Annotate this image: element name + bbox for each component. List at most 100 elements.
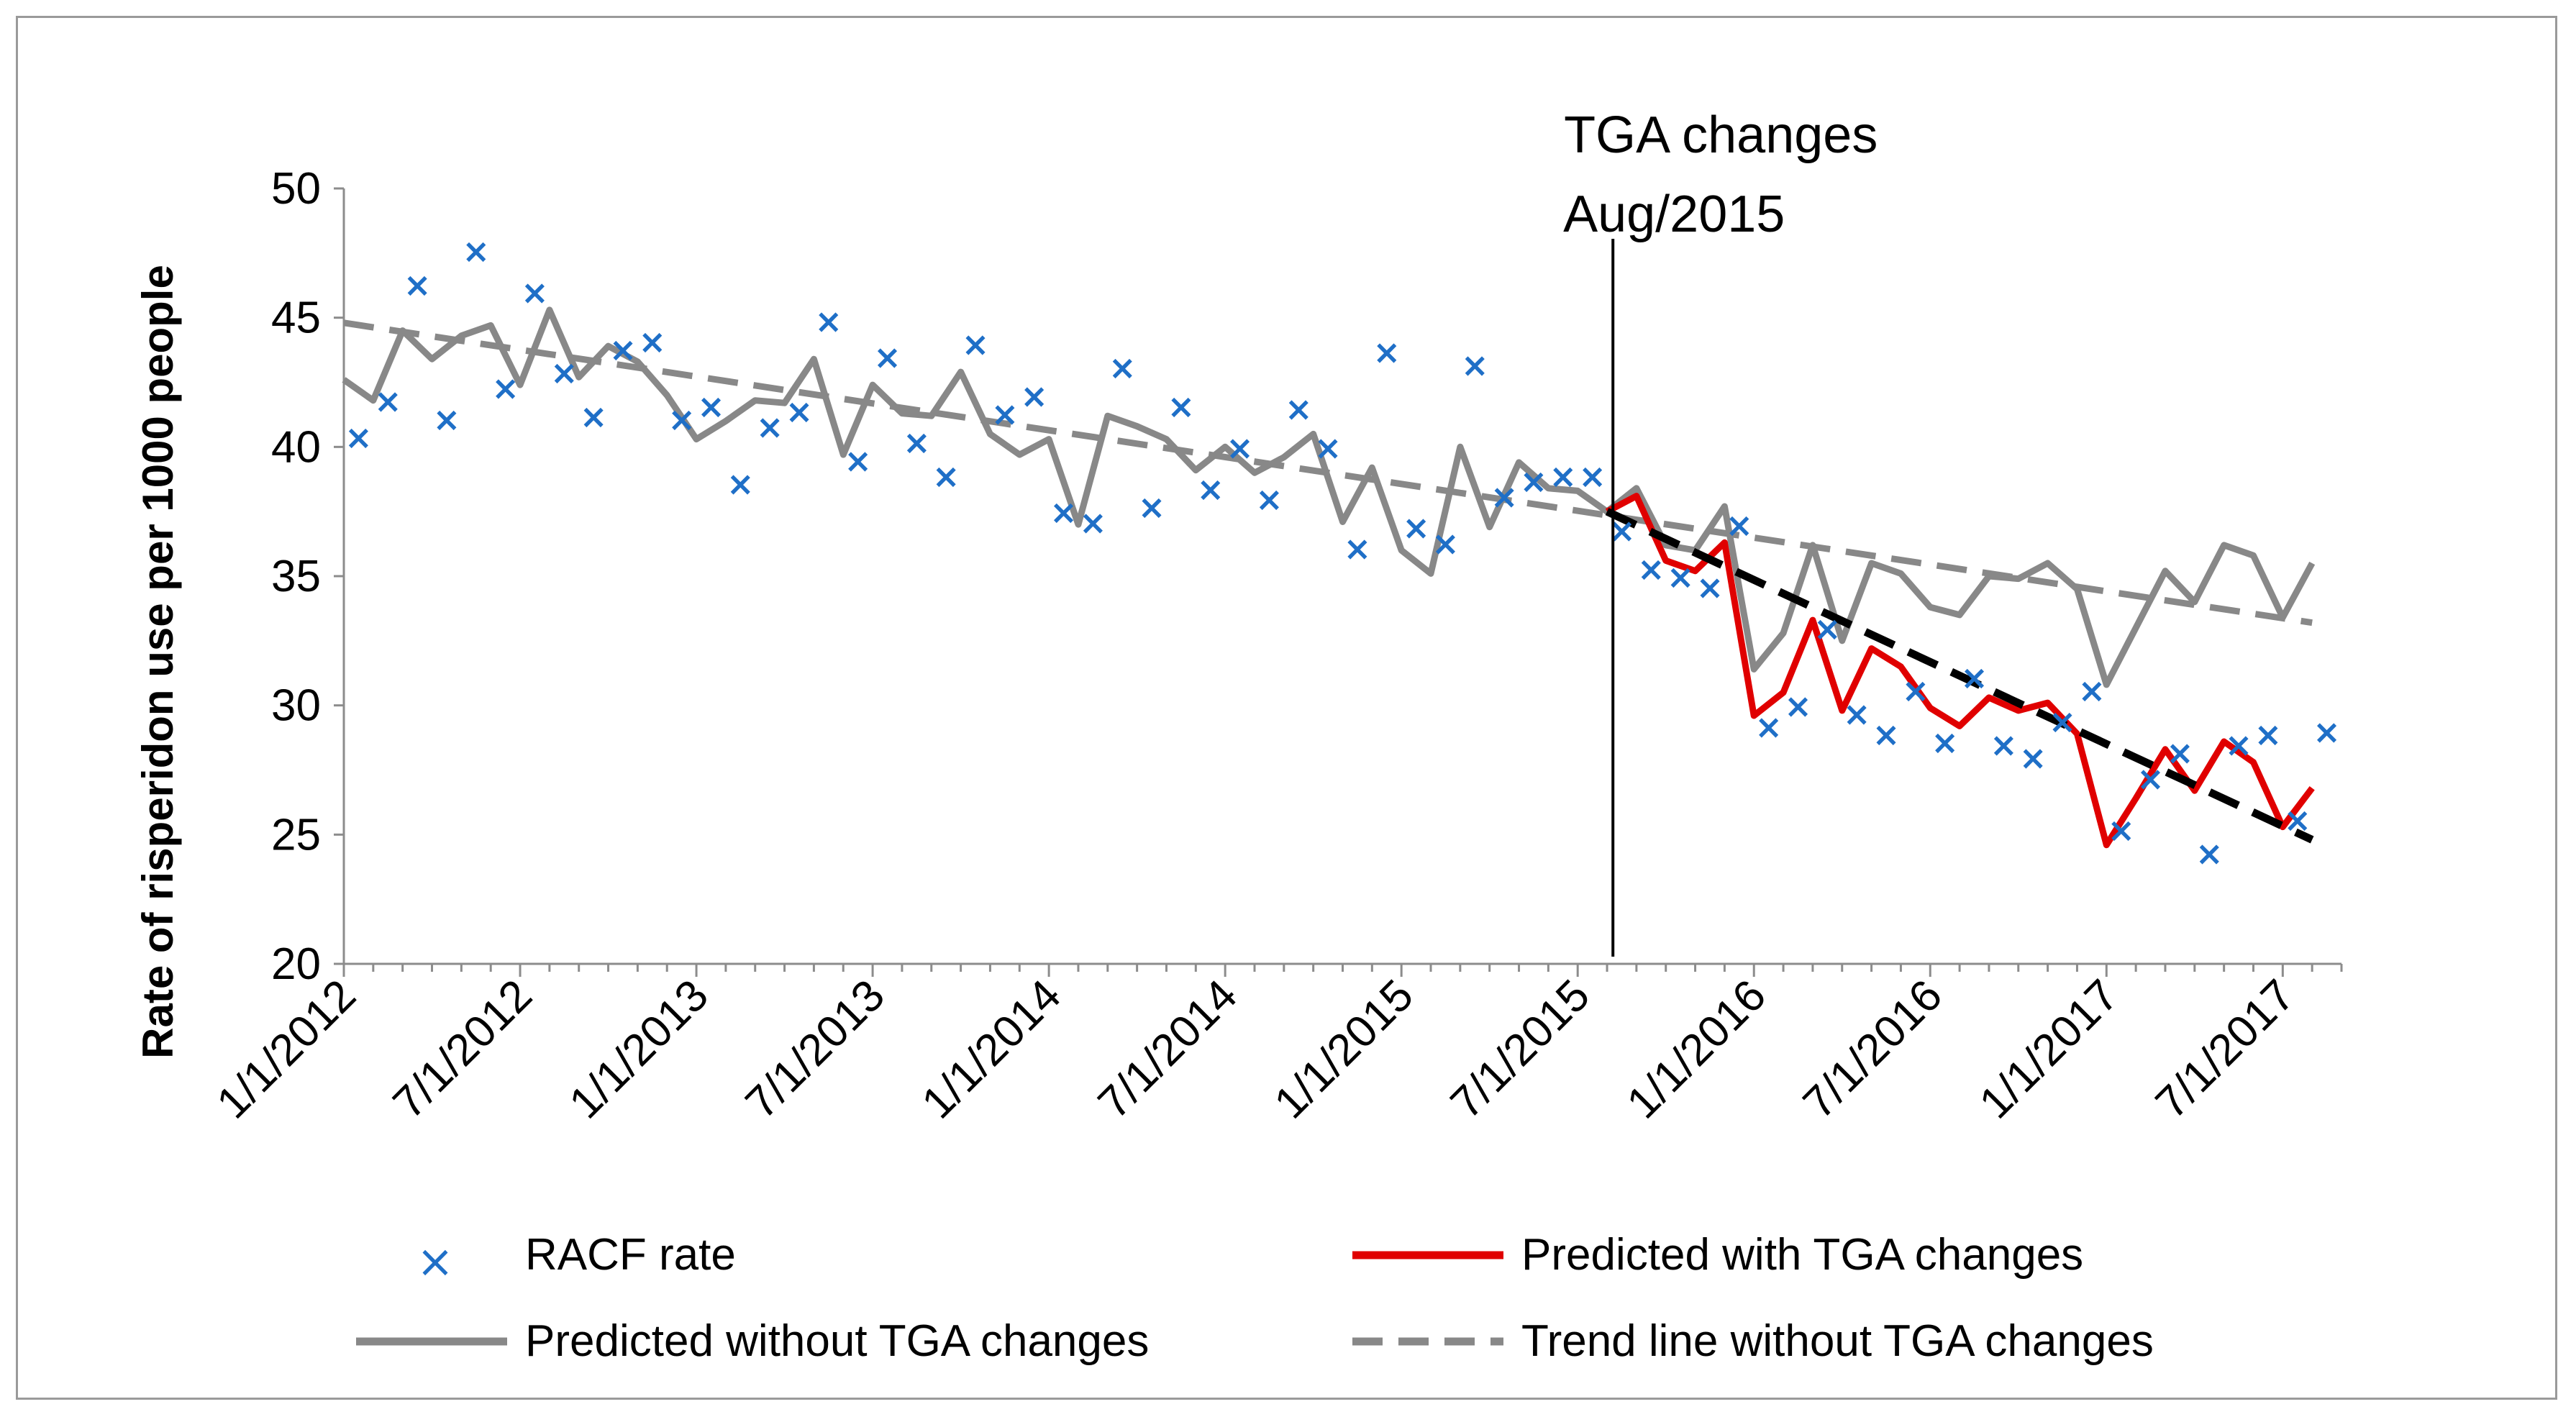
racf-rate-point: × <box>1902 671 1930 710</box>
y-tick-label: 30 <box>271 681 321 731</box>
racf-rate-point: × <box>1373 332 1401 371</box>
racf-rate-point: × <box>844 441 872 480</box>
x-tick-label: 7/1/2015 <box>1442 970 1599 1128</box>
legend-item-predicted-without: Predicted without TGA changes <box>356 1316 1149 1366</box>
legend-label-predicted-without: Predicted without TGA changes <box>525 1316 1149 1366</box>
racf-rate-point: × <box>639 322 667 361</box>
legend-item-trend-without: Trend line without TGA changes <box>1352 1316 2154 1366</box>
racf-rate-point: × <box>1520 462 1548 501</box>
racf-rate-point: × <box>1109 348 1137 387</box>
x-tick-label: 7/1/2012 <box>383 970 541 1128</box>
racf-rate-point: × <box>2019 739 2047 778</box>
racf-rate-point: × <box>1813 609 1842 648</box>
annotation-line2: Aug/2015 <box>1563 186 1785 243</box>
racf-rate-point: × <box>404 265 432 304</box>
x-tick-label: 7/1/2016 <box>1794 970 1952 1128</box>
y-tick-label: 50 <box>271 164 321 214</box>
annotation-line1: TGA changes <box>1564 106 1878 164</box>
chart-frame <box>16 16 2557 1400</box>
racf-rate-point: × <box>1754 707 1783 746</box>
racf-rate-point: × <box>1196 470 1224 509</box>
x-tick-label: 1/1/2013 <box>560 970 718 1128</box>
y-tick-label: 25 <box>271 810 321 860</box>
y-tick-label: 20 <box>271 939 321 989</box>
racf-rate-point: × <box>815 301 843 340</box>
y-tick-label: 40 <box>271 422 321 472</box>
racf-rate-point: × <box>2254 715 2283 754</box>
racf-rate-point: × <box>433 400 461 439</box>
y-ticks: 20 25 30 35 40 45 50 <box>271 164 344 989</box>
racf-rate-point: × <box>1931 723 1959 762</box>
racf-rate-point: × <box>1314 428 1342 467</box>
legend-label-predicted-with: Predicted with TGA changes <box>1521 1230 2083 1280</box>
racf-rate-point: × <box>1344 529 1372 568</box>
y-tick-label: 35 <box>271 552 321 601</box>
series-trend-with-line <box>1605 508 2314 844</box>
legend-item-predicted-with: Predicted with TGA changes <box>1352 1230 2083 1280</box>
series-layer: ×××××××××× ×× ××× ×××××××× ×× ×××××××××××× ×××… <box>342 232 2341 872</box>
racf-rate-point: × <box>1255 480 1283 519</box>
x-tick-label: 1/1/2016 <box>1618 970 1775 1128</box>
racf-rate-point: × <box>1990 726 2018 765</box>
x-tick-label: 7/1/2014 <box>1089 970 1247 1128</box>
racf-rate-point: × <box>2166 733 2194 772</box>
racf-rate-point: × <box>1138 488 1166 527</box>
racf-rate-point: × <box>521 273 549 312</box>
racf-rate-point: × <box>491 369 519 408</box>
racf-rate-point: × <box>345 418 373 457</box>
annotation: TGA changes Aug/2015 <box>1563 106 1878 957</box>
racf-rate-point: × <box>1667 557 1695 596</box>
series-predicted-without-line <box>342 306 2316 688</box>
racf-rate-point: × <box>991 395 1019 434</box>
axes <box>342 188 2341 965</box>
legend: × RACF rate Predicted with TGA changes P… <box>356 1230 2154 1366</box>
racf-rate-point: × <box>1637 550 1665 588</box>
racf-rate-point: × <box>1285 389 1313 428</box>
racf-rate-point: × <box>580 397 608 436</box>
racf-rate-point: × <box>2313 713 2341 752</box>
legend-label-racf-rate: RACF rate <box>525 1230 736 1280</box>
racf-rate-point: × <box>1872 715 1901 754</box>
racf-rate-point: × <box>962 325 990 364</box>
racf-rate-point: × <box>1843 694 1871 733</box>
x-ticks: 1/1/2012 7/1/2012 1/1/2013 7/1/2013 1/1/2014… <box>207 964 2343 1129</box>
racf-rate-point: × <box>1226 428 1254 467</box>
racf-rate-point: × <box>1784 687 1812 726</box>
racf-rate-point: × <box>1020 376 1048 415</box>
racf-rate-point: × <box>1050 493 1078 532</box>
racf-rate-point: × <box>932 457 960 496</box>
racf-rate-point: × <box>1726 506 1754 545</box>
racf-rate-point: × <box>873 338 901 377</box>
y-axis-label: Rate of risperidon use per 1000 people <box>134 265 182 1059</box>
racf-rate-point: × <box>2049 702 2077 741</box>
racf-rate-point: × <box>727 465 755 504</box>
racf-rate-point: × <box>1402 509 1430 547</box>
x-tick-label: 1/1/2015 <box>1265 970 1423 1128</box>
y-axis-label-group: Rate of risperidon use per 1000 people <box>134 265 182 1059</box>
y-tick-label: 45 <box>271 293 321 343</box>
series-predicted-with-line <box>1605 493 2315 849</box>
racf-rate-point: × <box>1168 387 1196 426</box>
racf-rate-point: × <box>786 392 814 431</box>
legend-marker-racf: × <box>417 1235 454 1288</box>
series-trend-without-line <box>343 319 2313 627</box>
racf-rate-point: × <box>1549 457 1578 496</box>
racf-rate-point: × <box>550 353 578 392</box>
racf-rate-point: × <box>2136 759 2165 798</box>
legend-label-trend-without: Trend line without TGA changes <box>1521 1316 2154 1366</box>
racf-rate-point: × <box>2225 726 2253 765</box>
x-tick-label: 1/1/2014 <box>913 970 1070 1128</box>
racf-rate-point: × <box>668 400 696 439</box>
racf-rate-point: × <box>1960 658 1988 697</box>
racf-rate-point: × <box>462 232 490 270</box>
racf-rate-point: × <box>2195 834 2224 872</box>
racf-rate-point: × <box>374 382 402 421</box>
racf-rate-point: × <box>1461 345 1489 384</box>
racf-rate-point: × <box>1696 568 1724 606</box>
racf-rate-point: × <box>2078 671 2106 710</box>
racf-rate-point: × <box>2283 801 2311 839</box>
racf-rate-point: × <box>1578 457 1606 496</box>
racf-rate-point: × <box>2107 811 2135 849</box>
racf-rate-point: × <box>609 330 637 369</box>
